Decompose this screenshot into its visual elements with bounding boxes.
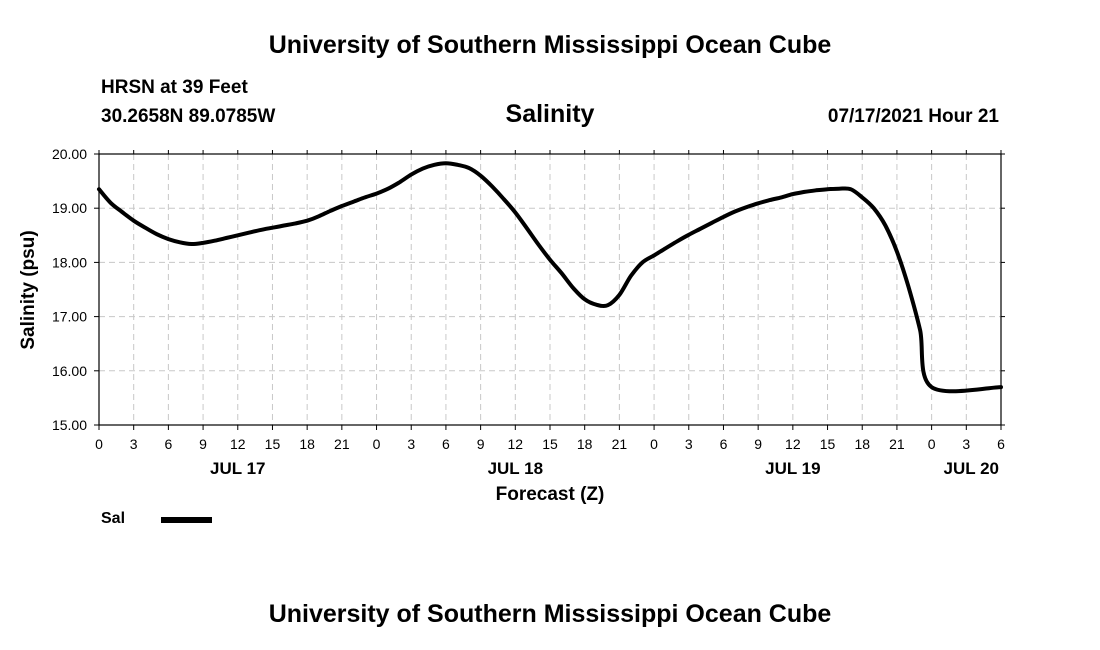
y-axis-label: Salinity (psu) xyxy=(18,230,39,349)
bottom-title: University of Southern Mississippi Ocean… xyxy=(268,600,832,628)
x-axis-label: Forecast (Z) xyxy=(496,484,605,505)
date-label: JUL 17 xyxy=(210,459,265,478)
salinity-series-line xyxy=(97,161,1003,394)
x-tick-label: 0 xyxy=(650,436,658,452)
x-tick-label: 9 xyxy=(477,436,485,452)
x-tick-label: 12 xyxy=(508,436,524,452)
x-tick-label: 15 xyxy=(265,436,281,452)
plot-frame xyxy=(98,153,1002,426)
x-tick-label: 0 xyxy=(928,436,936,452)
x-tick-label: 3 xyxy=(407,436,415,452)
x-tick-label: 6 xyxy=(997,436,1005,452)
date-label: JUL 18 xyxy=(488,459,543,478)
top-title: University of Southern Mississippi Ocean… xyxy=(268,31,832,59)
x-tick-label: 6 xyxy=(720,436,728,452)
x-tick-label: 21 xyxy=(612,436,628,452)
x-tick-label: 0 xyxy=(373,436,381,452)
x-tick-label: 3 xyxy=(962,436,970,452)
x-tick-label: 12 xyxy=(230,436,246,452)
x-tick-label: 6 xyxy=(164,436,172,452)
y-axis: 15.00 16.00 17.00 18.00 19.00 20.00 xyxy=(52,146,1005,433)
x-tick-label: 3 xyxy=(685,436,693,452)
datetime-label: 07/17/2021 Hour 21 xyxy=(827,106,999,127)
date-label: JUL 19 xyxy=(765,459,820,478)
x-tick-label: 21 xyxy=(889,436,905,452)
x-axis: 0 3 6 9 12 15 18 21 0 3 6 9 12 15 18 21 0 3 6 9 12 15 18 21 0 3 6 J… xyxy=(95,150,1005,478)
station-label: HRSN at 39 Feet xyxy=(101,77,248,98)
coordinates-label: 30.2658N 89.0785W xyxy=(101,106,276,127)
y-tick-label: 15.00 xyxy=(52,417,87,433)
grid-lines xyxy=(99,154,1001,425)
x-tick-label: 9 xyxy=(754,436,762,452)
y-tick-label: 18.00 xyxy=(52,254,87,270)
y-tick-label: 20.00 xyxy=(52,146,87,162)
y-tick-label: 16.00 xyxy=(52,363,87,379)
y-tick-label: 19.00 xyxy=(52,200,87,216)
x-tick-label: 15 xyxy=(542,436,558,452)
legend-swatch xyxy=(161,517,212,523)
x-tick-label: 15 xyxy=(820,436,836,452)
date-label: JUL 20 xyxy=(944,459,999,478)
x-tick-label: 9 xyxy=(199,436,207,452)
x-tick-label: 18 xyxy=(299,436,315,452)
x-tick-label: 3 xyxy=(130,436,138,452)
legend-label: Sal xyxy=(101,510,126,527)
chart-title: Salinity xyxy=(505,100,595,128)
x-tick-label: 18 xyxy=(854,436,870,452)
x-tick-label: 6 xyxy=(442,436,450,452)
y-tick-label: 17.00 xyxy=(52,309,87,325)
x-tick-label: 0 xyxy=(95,436,103,452)
x-tick-label: 18 xyxy=(577,436,593,452)
x-tick-label: 21 xyxy=(334,436,350,452)
x-tick-label: 12 xyxy=(785,436,801,452)
